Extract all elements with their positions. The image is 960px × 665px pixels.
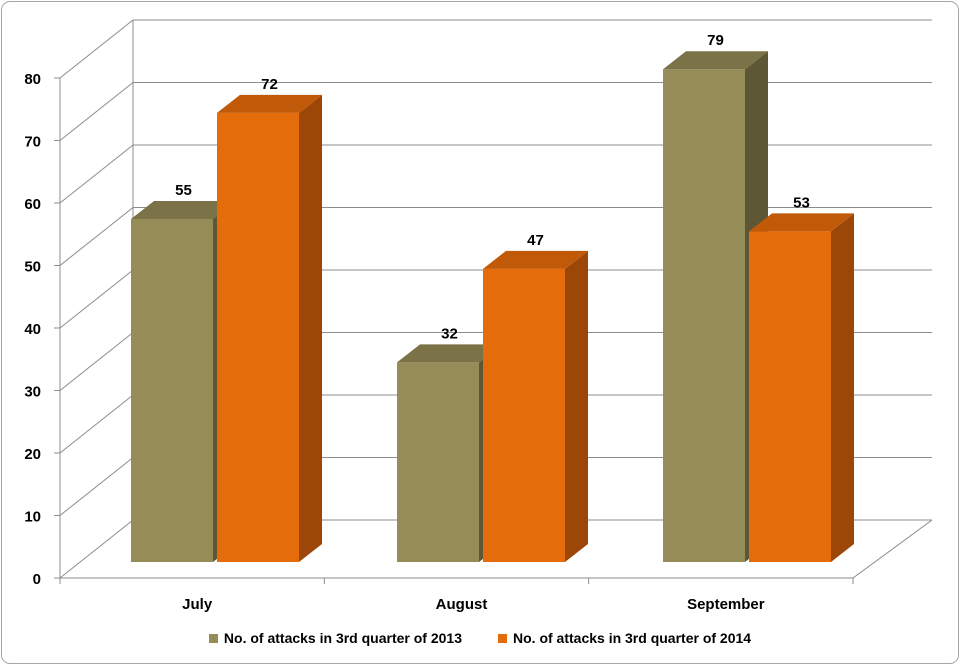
legend-item-2014: No. of attacks in 3rd quarter of 2014	[498, 630, 751, 646]
legend-label-2013: No. of attacks in 3rd quarter of 2013	[223, 630, 462, 646]
legend-item-2013: No. of attacks in 3rd quarter of 2013	[208, 630, 462, 646]
y-tick-label: 80	[24, 71, 41, 88]
bar-side	[565, 250, 588, 562]
gridline-side	[59, 207, 134, 266]
gridline-side	[59, 144, 134, 204]
bar-side	[299, 94, 322, 563]
data-label: 79	[707, 32, 724, 49]
data-label: 72	[261, 76, 278, 93]
gridline-side	[59, 457, 134, 516]
bar	[131, 218, 213, 562]
gridline-side	[59, 332, 134, 391]
y-tick-label: 20	[24, 446, 41, 463]
y-tick-label: 40	[24, 321, 41, 338]
bar-top	[663, 51, 768, 70]
y-tick-label: 60	[24, 196, 41, 213]
x-tick-label: August	[436, 596, 488, 613]
bar	[217, 112, 299, 563]
legend: No. of attacks in 3rd quarter of 2013 No…	[0, 626, 960, 650]
data-label: 32	[441, 325, 458, 342]
y-tick-label: 30	[24, 384, 41, 401]
data-label: 47	[527, 232, 544, 249]
y-tick-label: 70	[24, 134, 41, 151]
data-label: 53	[793, 194, 810, 211]
x-tick-label: September	[687, 596, 765, 613]
bar-top	[131, 200, 236, 219]
bar	[749, 231, 831, 562]
legend-swatch-2014	[498, 633, 507, 643]
gridline-side	[59, 19, 134, 79]
gridline-side	[59, 394, 134, 454]
y-tick-label: 0	[33, 571, 41, 588]
legend-label-2014: No. of attacks in 3rd quarter of 2014	[513, 630, 752, 646]
x-tick-label: July	[182, 596, 213, 613]
gridline-side	[59, 269, 134, 329]
gridline-side	[59, 519, 134, 579]
y-tick-label: 10	[24, 509, 41, 526]
data-label: 55	[175, 182, 192, 199]
bar	[663, 69, 745, 563]
legend-swatch-2013	[208, 633, 218, 643]
bar-top	[749, 213, 854, 232]
bar-top	[397, 344, 502, 363]
gridline-side	[59, 82, 134, 141]
bar-side	[831, 213, 854, 562]
y-tick-label: 50	[24, 259, 41, 276]
bar-top	[483, 250, 588, 269]
bar	[483, 268, 565, 562]
bar	[397, 362, 479, 562]
bar-top	[217, 94, 322, 113]
